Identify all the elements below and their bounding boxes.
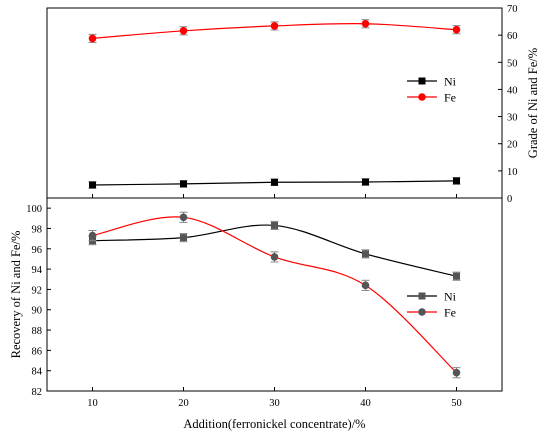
data-point-fe [452,368,461,377]
legend-marker-fe [418,93,426,101]
data-point-fe [179,27,188,35]
data-point-fe [361,281,370,290]
x-tick-label: 30 [269,398,280,409]
y-tick-label: 10 [507,167,518,178]
legend-label-ni: Ni [444,290,457,304]
series-line-ni [92,224,457,277]
x-tick-label: 50 [451,398,462,409]
y-tick-label: 84 [32,367,43,378]
data-point-fe [361,19,370,28]
y-tick-label: 96 [32,245,43,256]
x-tick-label: 20 [178,398,189,409]
legend-marker-ni [418,292,426,300]
x-axis-label: Addition(ferronickel concentrate)/% [183,417,365,431]
data-point-fe [88,34,97,43]
y-tick-label: 70 [507,4,518,15]
series-ni [88,177,461,189]
y-tick-label: 94 [32,265,43,276]
grade-chart: 0 10 20 30 40 50 60 70 Grade of Ni and Fe/% Ni Fe [46,4,540,205]
y-axis-label: Grade of Ni and Fe/% [526,48,540,158]
data-point-ni [271,221,278,229]
data-point-ni [362,178,369,186]
y-tick-label: 60 [507,31,518,42]
y-tick-label: 20 [507,140,518,151]
legend-marker-fe [418,308,426,316]
data-point-fe [179,213,188,222]
data-point-ni [453,177,460,185]
legend-label-fe: Fe [444,306,456,320]
data-point-fe [270,253,279,261]
x-tick-label: 40 [360,398,371,409]
data-point-fe [270,22,279,30]
y-tick-label: 50 [507,58,518,69]
y-tick-label: 90 [32,306,43,317]
data-point-fe [88,231,97,240]
y-tick-label: 92 [32,285,43,296]
y-tick-label: 88 [32,326,43,337]
legend-label-ni: Ni [444,75,457,89]
data-point-ni [89,181,96,189]
data-point-ni [180,234,187,242]
series-line-fe [92,216,457,374]
y-axis-label: Recovery of Ni and Fe/% [9,231,23,359]
y-tick-label: 86 [32,346,43,357]
series-ni [88,220,461,281]
data-point-ni [362,250,369,258]
series-fe [88,19,461,43]
data-point-ni [453,272,460,280]
data-point-fe [452,25,461,34]
y-tick-label: 0 [507,194,512,205]
recovery-chart: 82 84 86 88 90 92 94 96 98 100 10 20 30 40 50 Recovery … [9,197,503,431]
y-tick-label: 82 [32,387,43,398]
y-tick-label: 100 [26,204,42,215]
series-fe [88,211,461,379]
legend-marker-ni [418,77,426,85]
x-tick-label: 10 [87,398,98,409]
data-point-ni [271,178,278,186]
y-tick-label: 98 [32,224,43,235]
y-tick-label: 30 [507,113,518,124]
y-tick-label: 40 [507,85,518,96]
data-point-ni [180,180,187,188]
legend-label-fe: Fe [444,91,456,105]
